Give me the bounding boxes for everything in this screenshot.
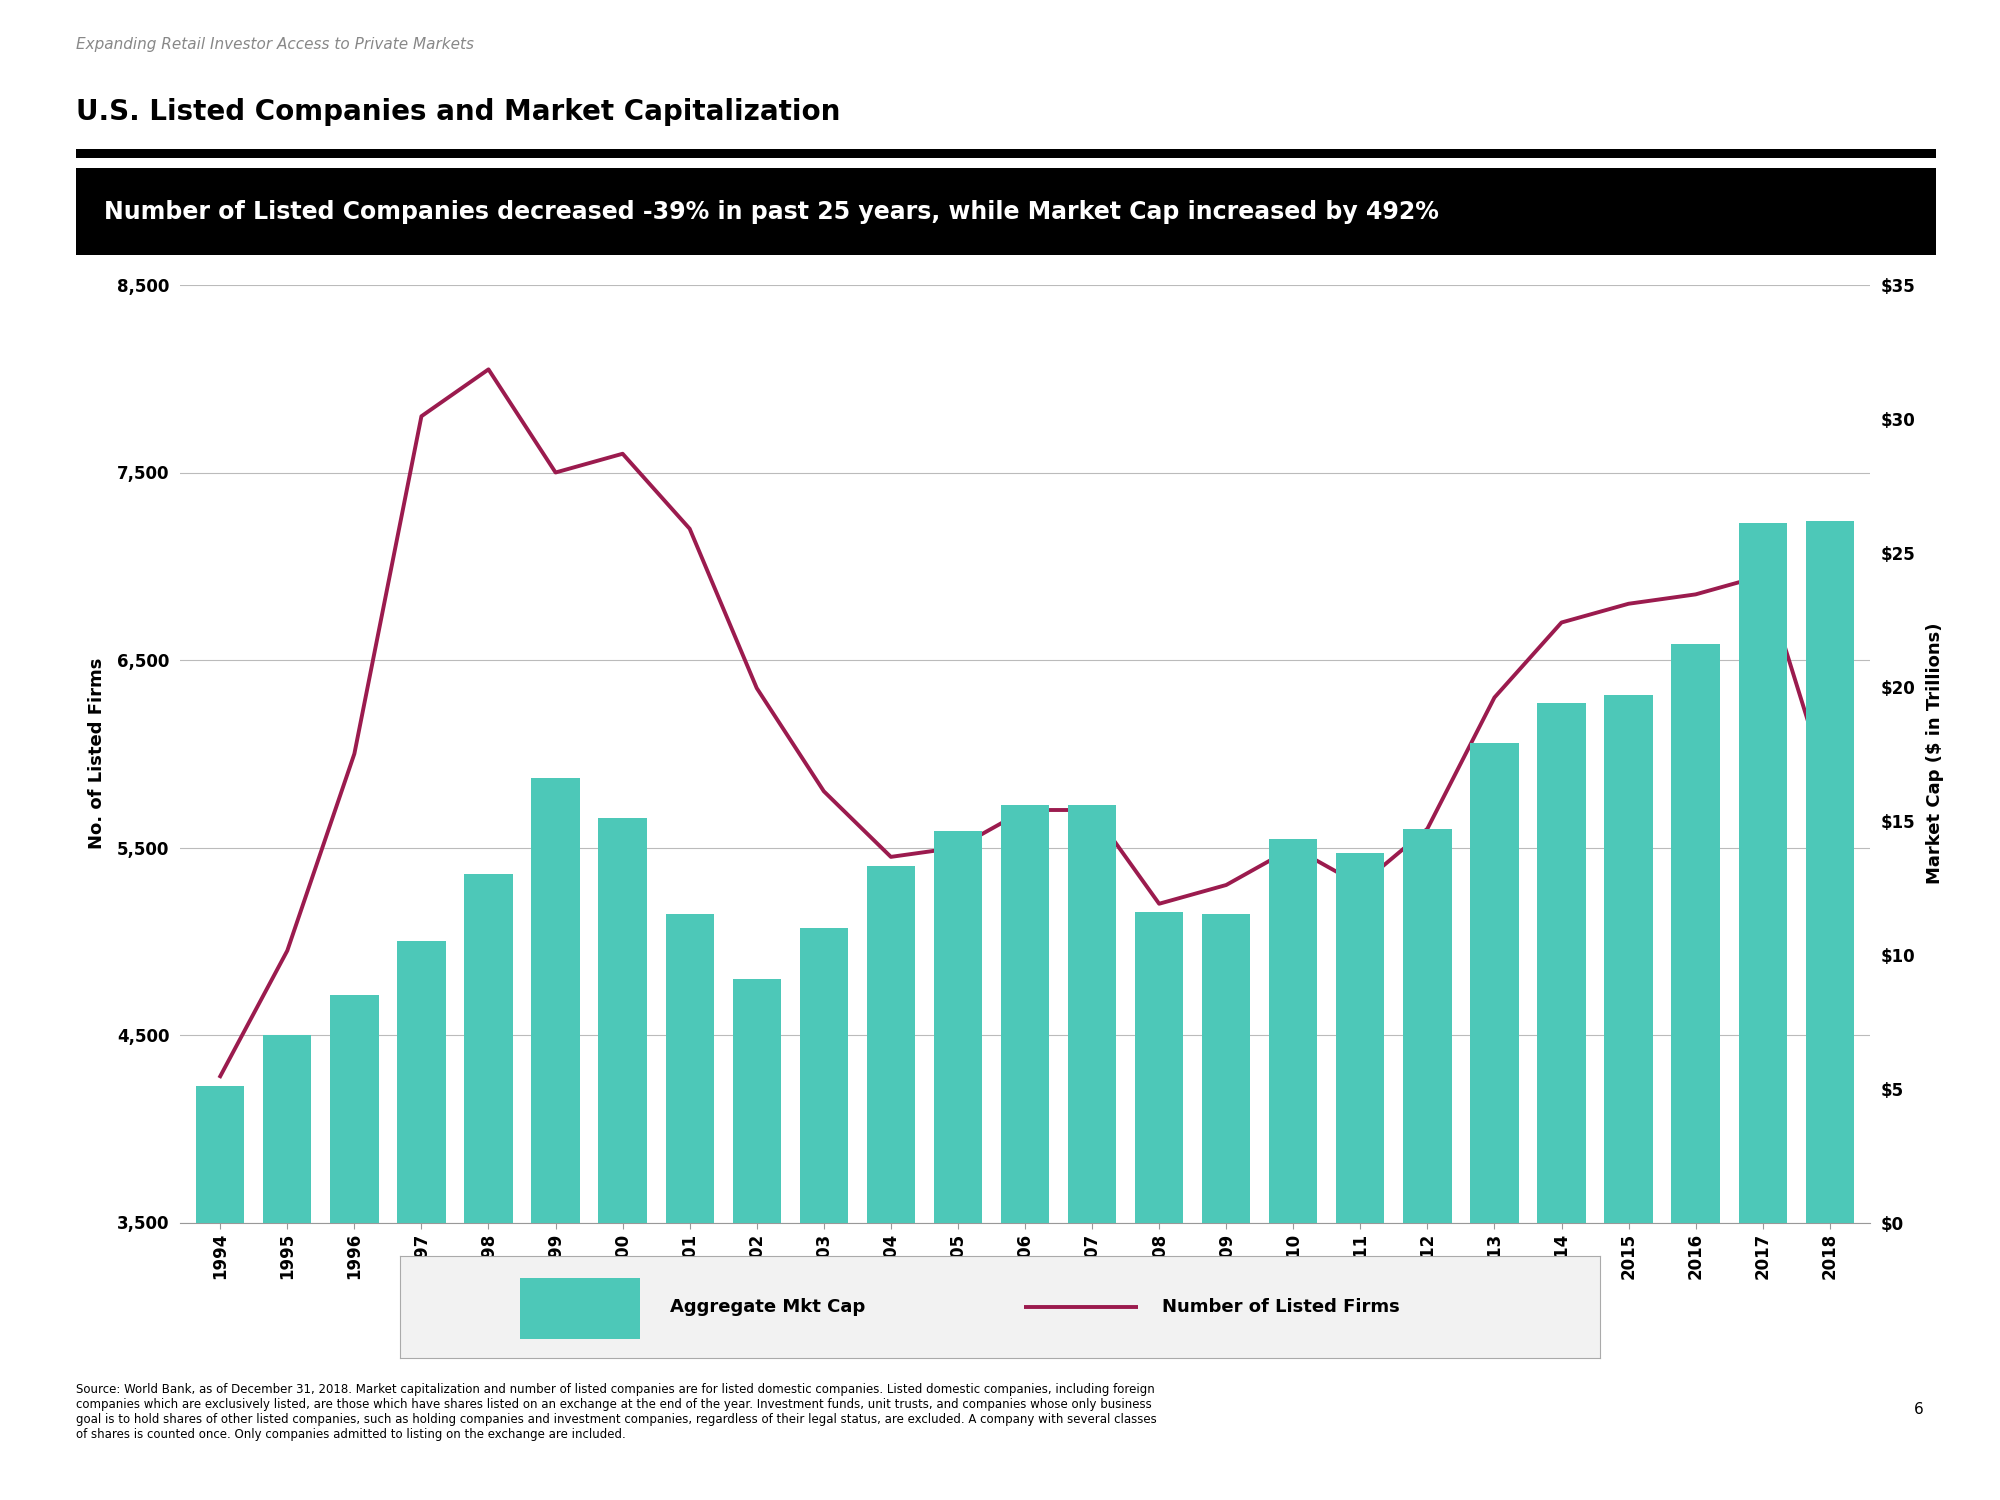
Bar xyxy=(800,928,848,1222)
Bar xyxy=(1604,694,1652,1222)
Text: Source: World Bank, as of December 31, 2018. Market capitalization and number of: Source: World Bank, as of December 31, 2… xyxy=(76,1383,1156,1442)
Text: Number of Listed Firms: Number of Listed Firms xyxy=(1162,1298,1400,1316)
Text: Aggregate Mkt Cap: Aggregate Mkt Cap xyxy=(670,1298,866,1316)
Bar xyxy=(1672,644,1720,1222)
Bar xyxy=(398,942,446,1222)
Text: Number of Listed Companies decreased -39% in past 25 years, while Market Cap inc: Number of Listed Companies decreased -39… xyxy=(104,200,1438,223)
Bar xyxy=(1270,840,1318,1222)
Bar xyxy=(1068,804,1116,1222)
Bar xyxy=(1738,524,1786,1222)
Bar xyxy=(598,818,646,1222)
Bar xyxy=(732,980,780,1222)
Bar xyxy=(934,831,982,1222)
Bar xyxy=(1470,742,1518,1222)
Y-axis label: No. of Listed Firms: No. of Listed Firms xyxy=(88,658,106,849)
Text: 6: 6 xyxy=(1914,1402,1924,1417)
Bar xyxy=(1202,915,1250,1222)
Bar xyxy=(330,994,378,1222)
Bar xyxy=(264,1035,312,1222)
Bar xyxy=(1000,804,1050,1222)
Bar xyxy=(532,778,580,1222)
Bar xyxy=(866,867,916,1222)
Bar xyxy=(666,915,714,1222)
Bar xyxy=(1336,853,1384,1222)
Bar xyxy=(1134,912,1184,1222)
Text: U.S. Listed Companies and Market Capitalization: U.S. Listed Companies and Market Capital… xyxy=(76,98,840,126)
Text: Expanding Retail Investor Access to Private Markets: Expanding Retail Investor Access to Priv… xyxy=(76,38,474,52)
Bar xyxy=(464,874,512,1222)
Bar xyxy=(1538,704,1586,1222)
FancyBboxPatch shape xyxy=(520,1278,640,1340)
Bar xyxy=(1404,828,1452,1222)
Bar xyxy=(196,1086,244,1222)
Y-axis label: Market Cap ($ in Trillions): Market Cap ($ in Trillions) xyxy=(1926,622,1944,885)
Bar xyxy=(1806,520,1854,1222)
